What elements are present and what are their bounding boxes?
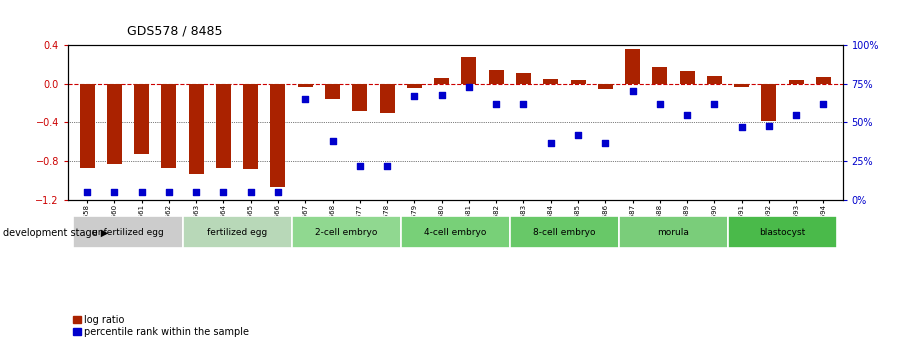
Point [816, 101, 831, 107]
Point [107, 189, 121, 195]
Point [462, 84, 477, 90]
Bar [619, 216, 728, 248]
Bar [298, 84, 313, 87]
Point [434, 92, 448, 97]
Point [271, 189, 285, 195]
Bar [243, 84, 258, 169]
Bar [73, 216, 182, 248]
Text: development stage ▶: development stage ▶ [3, 228, 108, 238]
Bar [188, 84, 204, 174]
Point [598, 140, 612, 146]
Point [762, 123, 776, 128]
Bar [625, 49, 640, 84]
Bar [161, 84, 177, 168]
Point [625, 89, 640, 94]
Bar [761, 84, 776, 120]
Point [380, 163, 394, 169]
Bar [816, 77, 831, 84]
Text: 8-cell embryo: 8-cell embryo [533, 227, 595, 237]
Bar [134, 84, 149, 154]
Point [516, 101, 531, 107]
Bar [516, 73, 531, 84]
Point [352, 163, 367, 169]
Point [134, 189, 149, 195]
Point [298, 96, 313, 102]
Point [708, 101, 722, 107]
Bar [571, 80, 585, 84]
Bar [728, 216, 837, 248]
Legend: log ratio, percentile rank within the sample: log ratio, percentile rank within the sa… [72, 315, 249, 337]
Bar [292, 216, 400, 248]
Bar [680, 71, 695, 84]
Text: unfertilized egg: unfertilized egg [92, 227, 164, 237]
Bar [182, 216, 292, 248]
Bar [407, 84, 422, 88]
Text: GDS578 / 8485: GDS578 / 8485 [127, 24, 222, 37]
Bar [107, 84, 121, 164]
Point [217, 189, 231, 195]
Bar [400, 216, 510, 248]
Point [80, 189, 94, 195]
Text: blastocyst: blastocyst [759, 227, 805, 237]
Point [571, 132, 585, 138]
Bar [734, 84, 749, 87]
Bar [510, 216, 619, 248]
Bar [789, 80, 804, 84]
Point [161, 189, 176, 195]
Text: 4-cell embryo: 4-cell embryo [424, 227, 487, 237]
Bar [325, 84, 340, 99]
Bar [544, 79, 558, 84]
Bar [707, 76, 722, 84]
Bar [271, 84, 285, 187]
Point [325, 138, 340, 144]
Point [680, 112, 694, 117]
Point [407, 93, 421, 99]
Point [489, 101, 504, 107]
Bar [488, 70, 504, 84]
Bar [652, 67, 668, 84]
Bar [461, 58, 477, 84]
Bar [434, 78, 449, 84]
Bar [216, 84, 231, 168]
Text: 2-cell embryo: 2-cell embryo [315, 227, 378, 237]
Text: morula: morula [658, 227, 689, 237]
Bar [80, 84, 94, 168]
Point [544, 140, 558, 146]
Point [244, 189, 258, 195]
Bar [380, 84, 395, 113]
Point [789, 112, 804, 117]
Point [735, 125, 749, 130]
Point [652, 101, 667, 107]
Point [188, 189, 203, 195]
Bar [352, 84, 367, 111]
Text: fertilized egg: fertilized egg [207, 227, 267, 237]
Bar [598, 84, 612, 89]
